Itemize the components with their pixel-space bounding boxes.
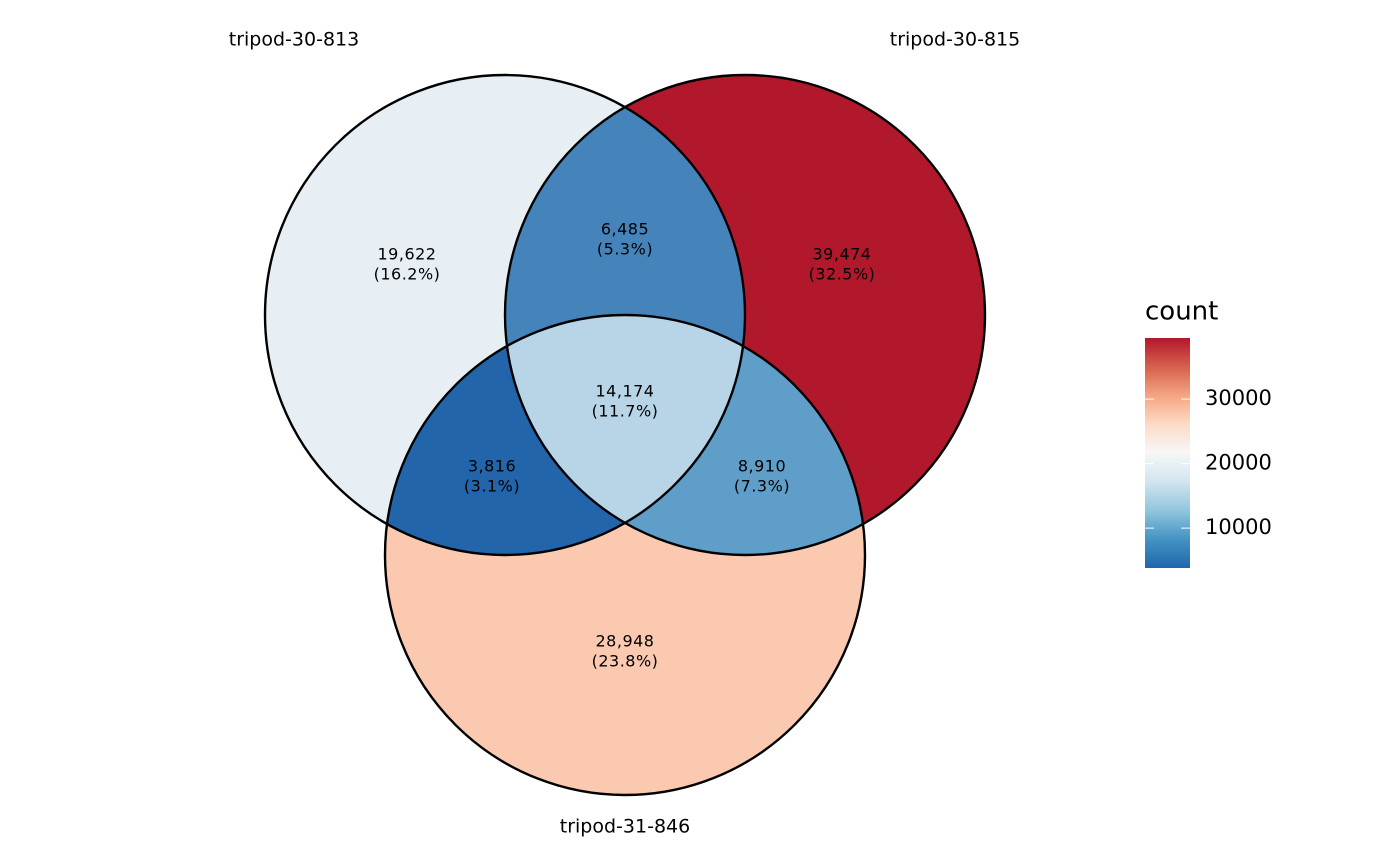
- colorbar-tick-label: 10000: [1205, 515, 1272, 539]
- set-outline: [383, 313, 867, 797]
- set-label: tripod-31-846: [560, 816, 690, 838]
- region-percent: (7.3%): [734, 477, 790, 496]
- set-label: tripod-30-815: [890, 29, 1020, 51]
- region-count: 8,910: [738, 457, 786, 476]
- set-label: tripod-30-813: [229, 29, 359, 51]
- legend-title: count: [1145, 297, 1218, 327]
- colorbar-tick-label: 20000: [1205, 451, 1272, 475]
- region-count: 39,474: [813, 245, 872, 264]
- region-percent: (5.3%): [597, 240, 653, 259]
- region-count: 28,948: [596, 632, 655, 651]
- set-outline: [263, 73, 747, 557]
- region-percent: (23.8%): [592, 652, 659, 671]
- region-count: 14,174: [596, 382, 655, 401]
- colorbar-tick-label: 30000: [1205, 386, 1272, 410]
- region-count: 19,622: [378, 245, 437, 264]
- regions: [265, 75, 985, 795]
- region-count: 3,816: [468, 457, 516, 476]
- region-percent: (3.1%): [464, 477, 520, 496]
- region-count: 6,485: [601, 220, 649, 239]
- outlines: [263, 73, 987, 797]
- region-percent: (11.7%): [592, 402, 659, 421]
- legend: count 10000 20000 30000: [1145, 297, 1272, 568]
- colorbar: [1145, 338, 1190, 568]
- region-percent: (32.5%): [809, 265, 876, 284]
- set-outline: [503, 73, 987, 557]
- labels: 19,622(16.2%) 39,474(32.5%) 28,948(23.8%) 6…: [229, 29, 1020, 838]
- region-percent: (16.2%): [374, 265, 441, 284]
